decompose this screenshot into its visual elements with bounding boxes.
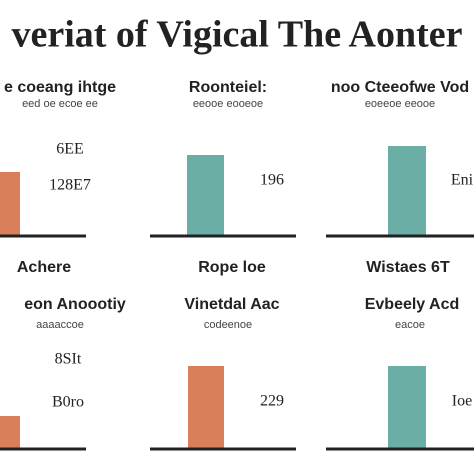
title: veriat of Vigical The Aonter — [11, 14, 462, 56]
subheading: eoeeoe eeooe — [365, 98, 435, 110]
value-label: Eni — [451, 172, 474, 189]
subheading: Vinetdal Aac — [184, 296, 279, 313]
row-1: e coeang ihtge eed oe ecoe ee 6EE 128E7 … — [0, 79, 474, 238]
bar — [0, 416, 20, 448]
value-label: 128E7 — [49, 177, 91, 194]
value-label: 229 — [260, 393, 284, 410]
subheading: eed oe ecoe ee — [22, 98, 98, 110]
bar — [0, 172, 20, 235]
heading: Rope loe — [198, 259, 266, 276]
value-label: Ioe — [452, 393, 472, 410]
bar — [188, 366, 224, 448]
value-label: 8SIt — [55, 351, 82, 368]
subheading: Evbeely Acd — [365, 296, 460, 313]
bar — [187, 155, 224, 235]
heading: Wistaes 6T — [366, 259, 450, 276]
note: codeenoe — [204, 319, 252, 331]
heading: noo Cteeofwe Vod — [331, 79, 469, 96]
value-label: 6EE — [56, 141, 84, 158]
value-label: 196 — [260, 172, 284, 189]
bar — [388, 366, 426, 448]
row-2: Achere eon Anoootiy aaaaccoe 8SIt B0ro R… — [0, 259, 474, 451]
heading: e coeang ihtge — [4, 79, 116, 96]
subheading: eeooe eooeoe — [193, 98, 263, 110]
note: eacoe — [395, 319, 425, 331]
note: aaaaccoe — [36, 319, 84, 331]
heading: Achere — [17, 259, 71, 276]
heading: Roonteiel: — [189, 79, 267, 96]
value-label: B0ro — [52, 394, 84, 411]
subheading: eon Anoootiy — [24, 296, 126, 313]
bar — [388, 146, 426, 235]
